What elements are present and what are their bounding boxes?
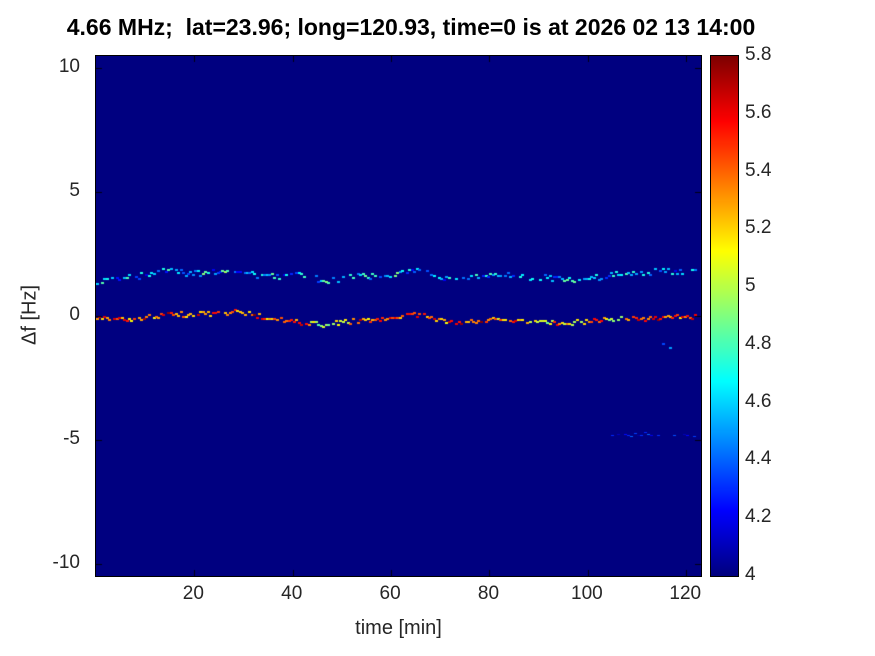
y-axis-ticks: 10 5 0 -5 -10 — [0, 55, 86, 577]
chart-title: 4.66 MHz; lat=23.96; long=120.93, time=0… — [66, 14, 756, 40]
y-tick-label: -5 — [63, 427, 80, 449]
colorbar-tick-label: 4.4 — [745, 448, 772, 470]
y-tick-label: 0 — [69, 304, 80, 325]
colorbar — [710, 55, 739, 577]
colorbar-tick-label: 4.2 — [745, 506, 772, 528]
x-tick-label: 20 — [182, 583, 204, 604]
colorbar-tick-label: 5.8 — [745, 44, 772, 65]
colorbar-canvas — [711, 56, 738, 576]
x-tick-label: 100 — [571, 583, 603, 604]
colorbar-tick-label: 5.2 — [745, 217, 772, 239]
x-tick-label: 40 — [281, 583, 303, 604]
y-tick-label: 10 — [58, 56, 80, 78]
plot-area — [95, 55, 702, 577]
x-tick-label: 120 — [669, 583, 702, 604]
colorbar-tick-label: 5.4 — [745, 159, 772, 181]
x-axis-label: time [min] — [355, 617, 442, 639]
colorbar-tick-label: 5.6 — [745, 101, 772, 123]
x-tick-label: 60 — [379, 583, 401, 604]
heatmap-canvas — [96, 56, 701, 576]
colorbar-tick-label: 5 — [745, 275, 756, 297]
colorbar-ticks: 4 4.2 4.4 4.6 4.8 5 5.2 5.4 5.6 5.8 — [745, 44, 815, 585]
y-tick-label: 5 — [69, 180, 80, 202]
colorbar-tick-label: 4.8 — [745, 332, 772, 354]
y-tick-label: -10 — [52, 551, 80, 573]
x-tick-label: 80 — [477, 583, 500, 604]
x-axis-ticks: 20 40 60 80 100 120 — [95, 583, 702, 607]
colorbar-tick-label: 4 — [745, 564, 756, 585]
colorbar-tick-label: 4.6 — [745, 390, 772, 412]
